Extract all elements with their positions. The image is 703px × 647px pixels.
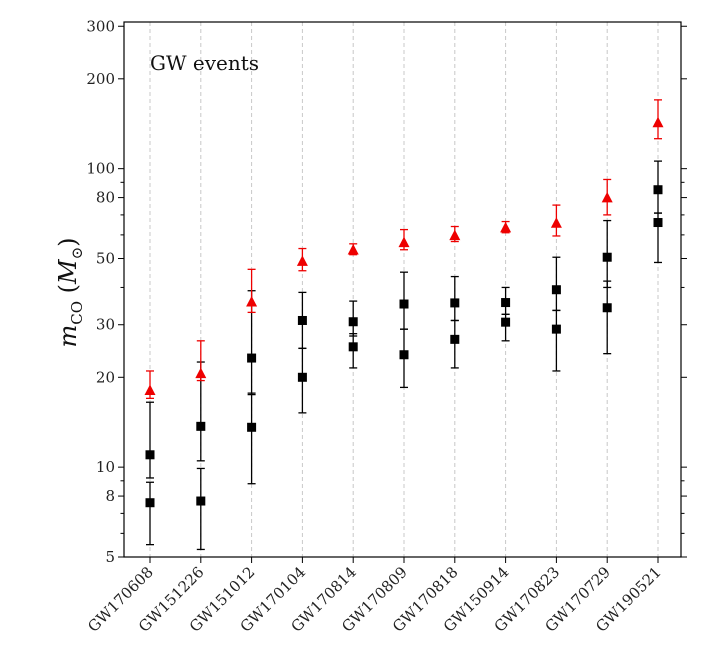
data-point-square bbox=[653, 185, 663, 195]
data-point-triangle bbox=[449, 229, 461, 241]
data-point-square bbox=[551, 324, 561, 334]
data-point-triangle bbox=[601, 191, 613, 203]
y-tick-label: 30 bbox=[96, 316, 115, 334]
y-axis-label-sub: CO bbox=[68, 301, 86, 325]
data-point-square bbox=[450, 334, 460, 344]
data-point-triangle bbox=[550, 217, 562, 228]
chart-annotation: GW events bbox=[150, 51, 259, 75]
data-point-triangle bbox=[195, 367, 207, 379]
data-point-square bbox=[551, 285, 561, 295]
tick-layer: GW170608GW151226GW151012GW170104GW170814… bbox=[84, 17, 703, 635]
y-axis-label-unit-sub: ⊙ bbox=[68, 247, 86, 260]
y-axis-label: mCO (M⊙) bbox=[54, 237, 86, 347]
data-point-square bbox=[196, 421, 206, 431]
data-point-square bbox=[297, 315, 307, 325]
y-tick-label: 8 bbox=[105, 487, 115, 505]
data-point-triangle bbox=[144, 384, 156, 395]
data-point-triangle bbox=[500, 221, 512, 233]
data-point-square bbox=[602, 252, 612, 262]
data-point-square bbox=[247, 353, 257, 363]
data-point-square bbox=[196, 496, 206, 506]
y-tick-label: 100 bbox=[86, 160, 115, 178]
y-tick-label: 20 bbox=[96, 368, 115, 386]
y-tick-label: 300 bbox=[86, 17, 115, 35]
data-point-square bbox=[348, 317, 358, 327]
data-point-square bbox=[602, 303, 612, 313]
data-point-square bbox=[653, 218, 663, 228]
data-point-square bbox=[247, 422, 257, 432]
y-tick-label: 50 bbox=[96, 250, 115, 268]
y-tick-label: 80 bbox=[96, 189, 115, 207]
data-point-triangle bbox=[398, 236, 410, 248]
y-tick-label: 200 bbox=[86, 70, 115, 88]
y-tick-label: 10 bbox=[96, 458, 115, 476]
data-point-square bbox=[450, 298, 460, 308]
y-axis-label-unit: M bbox=[54, 258, 82, 285]
data-point-square bbox=[501, 298, 511, 308]
data-point-triangle bbox=[296, 255, 308, 266]
y-axis-label-var: m bbox=[54, 325, 82, 348]
plot-frame bbox=[123, 21, 682, 558]
data-point-square bbox=[297, 372, 307, 382]
marker-layer bbox=[144, 116, 664, 508]
y-tick-label: 5 bbox=[105, 548, 115, 566]
data-point-square bbox=[348, 342, 358, 352]
data-point-square bbox=[399, 350, 409, 360]
data-point-triangle bbox=[246, 296, 258, 307]
data-point-square bbox=[399, 299, 409, 309]
data-point-triangle bbox=[652, 116, 664, 128]
errorbar-layer bbox=[146, 99, 662, 551]
data-point-square bbox=[501, 317, 511, 327]
data-point-square bbox=[145, 498, 155, 508]
data-point-triangle bbox=[347, 243, 359, 255]
data-point-square bbox=[145, 450, 155, 460]
